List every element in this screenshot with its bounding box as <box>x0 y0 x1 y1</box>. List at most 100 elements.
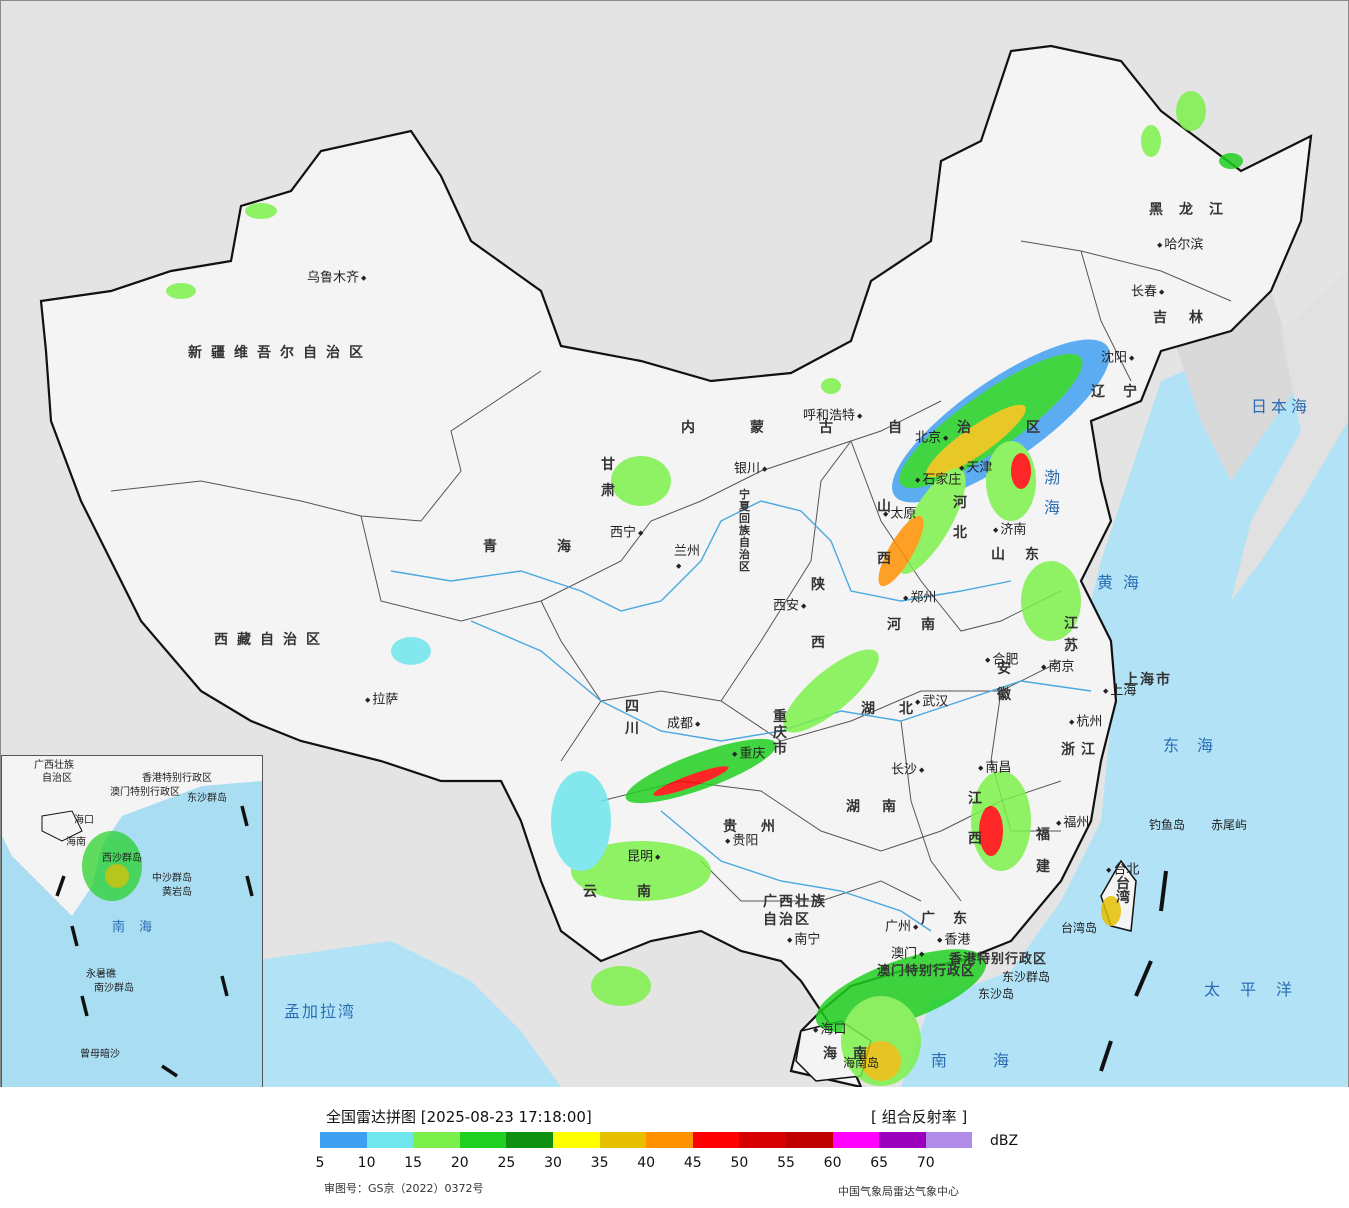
inset-label: 澳门特别行政区 <box>110 787 180 798</box>
region-label: 湖南 <box>846 799 918 815</box>
region-label: 吉林 <box>1153 310 1225 326</box>
city-label[interactable]: 台北 <box>1104 863 1139 878</box>
region-label: 河南 <box>887 617 955 633</box>
city-label[interactable]: 沈阳 <box>1101 351 1136 366</box>
city-label[interactable]: 南宁 <box>785 933 820 948</box>
city-label[interactable]: 杭州 <box>1067 715 1102 730</box>
color-swatch <box>366 1132 414 1148</box>
region-label: 河北 <box>953 495 976 541</box>
city-label[interactable]: 香港 <box>935 933 970 948</box>
city-label[interactable]: 海口 <box>811 1023 846 1038</box>
color-swatch <box>506 1132 553 1148</box>
city-label[interactable]: 上海 <box>1101 684 1136 699</box>
island-label: 东沙群岛 <box>1002 970 1051 984</box>
region-label: 香港特别行政区 <box>949 952 1048 967</box>
island-label: 东沙岛 <box>978 987 1015 1001</box>
region-label: 台湾 <box>1116 876 1139 906</box>
inset-label: 东沙群岛 <box>187 793 227 804</box>
sea-label: 太平洋 <box>1204 980 1313 999</box>
island-label: 台湾岛 <box>1061 921 1098 935</box>
city-label[interactable]: 天津 <box>957 461 992 476</box>
city-label[interactable]: 长春 <box>1131 285 1166 300</box>
region-label: 贵州 <box>723 819 799 835</box>
legend-tick-label: 10 <box>357 1155 376 1171</box>
inset-label: 自治区 <box>42 773 72 784</box>
city-label[interactable]: 拉萨 <box>363 693 398 708</box>
city-label[interactable]: 呼和浩特 <box>803 409 864 424</box>
south-china-sea-inset[interactable]: 广西壮族 自治区 香港特别行政区 澳门特别行政区 东沙群岛 海口 海南 西沙群岛… <box>1 755 263 1087</box>
city-label[interactable]: 澳门 <box>891 947 926 962</box>
region-label: 新疆维吾尔自治区 <box>188 345 372 361</box>
region-label: 江苏 <box>1064 616 1087 654</box>
color-swatch <box>879 1132 926 1148</box>
inset-label: 西沙群岛 <box>102 853 142 864</box>
inset-label: 永暑礁 <box>86 969 116 980</box>
inset-label: 曾母暗沙 <box>80 1049 120 1060</box>
color-swatch <box>739 1132 786 1148</box>
color-swatch <box>692 1132 740 1148</box>
inset-label: 海口 <box>74 815 94 826</box>
region-label: 湖北 <box>861 701 937 717</box>
city-label[interactable]: 合肥 <box>983 653 1018 668</box>
city-label[interactable]: 南昌 <box>976 761 1011 776</box>
region-label: 山东 <box>991 547 1059 563</box>
legend-tick-label: 20 <box>450 1155 469 1171</box>
legend-tick-label: 40 <box>637 1155 656 1171</box>
radar-map[interactable]: 新疆维吾尔自治区 西藏自治区 青海 甘肃 内蒙古自治区 宁夏回族自治区 黑龙江 … <box>0 0 1349 1088</box>
japan-land <box>1231 271 1348 601</box>
region-label: 江西 <box>968 791 991 847</box>
boundary-dashes <box>1099 870 1168 1072</box>
city-label[interactable]: 石家庄 <box>913 473 961 488</box>
city-label[interactable]: 成都 <box>667 717 702 732</box>
region-label: 海南 <box>823 1046 883 1062</box>
city-label[interactable]: 重庆 <box>730 747 765 762</box>
region-label: 澳门特别行政区 <box>877 964 976 979</box>
city-label[interactable]: 长沙 <box>891 763 926 778</box>
sea-label: 渤海 <box>1044 468 1061 517</box>
inset-label: 海南 <box>66 837 86 848</box>
region-label: 宁夏回族自治区 <box>739 488 750 573</box>
city-label[interactable]: 西安 <box>773 599 808 614</box>
city-label[interactable]: 广州 <box>885 920 920 935</box>
island-label: 钓鱼岛 <box>1149 818 1186 832</box>
color-swatch <box>413 1132 460 1148</box>
city-label[interactable]: 贵阳 <box>723 834 758 849</box>
city-label[interactable]: 武汉 <box>913 695 948 710</box>
city-label[interactable]: 乌鲁木齐 <box>307 271 368 286</box>
city-label[interactable]: 兰州 <box>674 545 702 574</box>
city-label[interactable]: 银川 <box>734 462 769 477</box>
inset-label: 香港特别行政区 <box>142 773 212 784</box>
color-swatch <box>646 1132 693 1148</box>
city-label[interactable]: 昆明 <box>627 850 662 865</box>
sea-label: 南海 <box>931 1051 1056 1070</box>
legend-tick-label: 65 <box>870 1155 889 1171</box>
legend-product-label: [ 组合反射率 ] <box>871 1108 968 1126</box>
sea-label: 日本海 <box>1251 397 1312 416</box>
legend-tick-label: 70 <box>916 1155 935 1171</box>
city-label[interactable]: 太原 <box>881 507 916 522</box>
region-label: 四川 <box>625 699 648 737</box>
city-label[interactable]: 福州 <box>1054 816 1089 831</box>
city-label[interactable]: 南京 <box>1039 660 1074 675</box>
legend-tick-label: 5 <box>315 1155 325 1171</box>
color-swatch <box>320 1132 367 1148</box>
region-label: 辽宁 <box>1091 384 1155 400</box>
region-label: 浙江 <box>1061 742 1101 758</box>
inset-label: 南沙群岛 <box>94 983 134 994</box>
city-label[interactable]: 北京 <box>915 431 950 446</box>
city-label[interactable]: 济南 <box>991 523 1026 538</box>
legend-tick-label: 30 <box>544 1155 562 1171</box>
sea-label: 东海 <box>1163 736 1232 755</box>
city-label[interactable]: 郑州 <box>901 591 936 606</box>
city-label[interactable]: 哈尔滨 <box>1155 238 1203 253</box>
region-label: 广东 <box>921 911 985 927</box>
color-swatch <box>785 1132 833 1148</box>
region-label: 黑龙江 <box>1149 202 1239 218</box>
sea-label: 孟加拉湾 <box>284 1002 357 1021</box>
city-label[interactable]: 西宁 <box>610 526 645 541</box>
inset-map <box>2 756 262 1078</box>
legend-title: 全国雷达拼图 [2025-08-23 17:18:00] <box>326 1108 592 1126</box>
legend-unit: dBZ <box>990 1133 1019 1149</box>
bay-of-bengal <box>251 941 561 1087</box>
legend-tick-label: 35 <box>590 1155 609 1171</box>
